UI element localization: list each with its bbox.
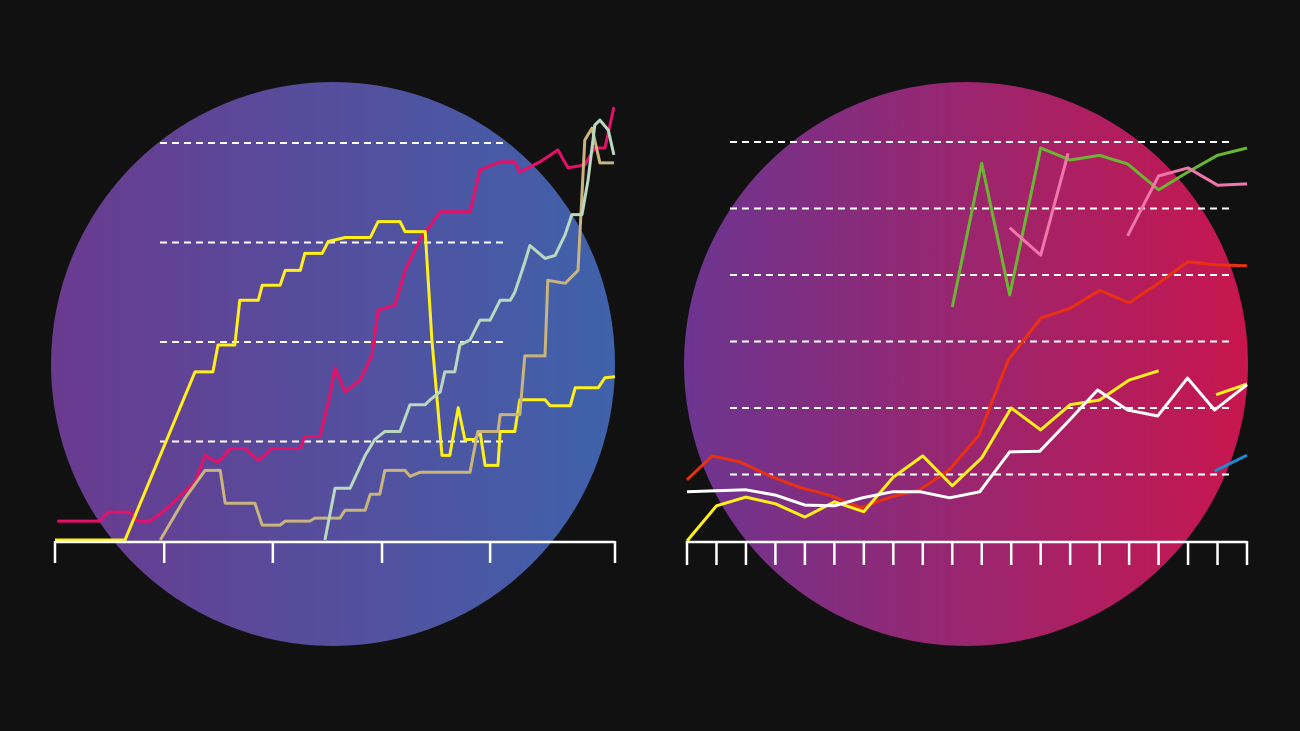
right-chart-circle	[684, 82, 1248, 646]
series-line-2	[159, 126, 614, 541]
series-line-1	[685, 369, 1160, 542]
series-line-3	[950, 146, 1248, 308]
series-line-0	[685, 260, 1248, 510]
series-line-4	[1008, 152, 1070, 257]
series-line-1	[55, 220, 616, 542]
right-line-chart	[685, 141, 1249, 565]
series-line-1	[1215, 382, 1248, 397]
series-line-4	[1126, 166, 1248, 237]
left-chart-circle	[51, 82, 615, 646]
series-line-3	[323, 118, 616, 541]
series-line-0	[57, 106, 616, 523]
series-line-5	[1213, 453, 1248, 473]
series-line-2	[686, 376, 1248, 508]
left-step-chart	[53, 106, 617, 563]
